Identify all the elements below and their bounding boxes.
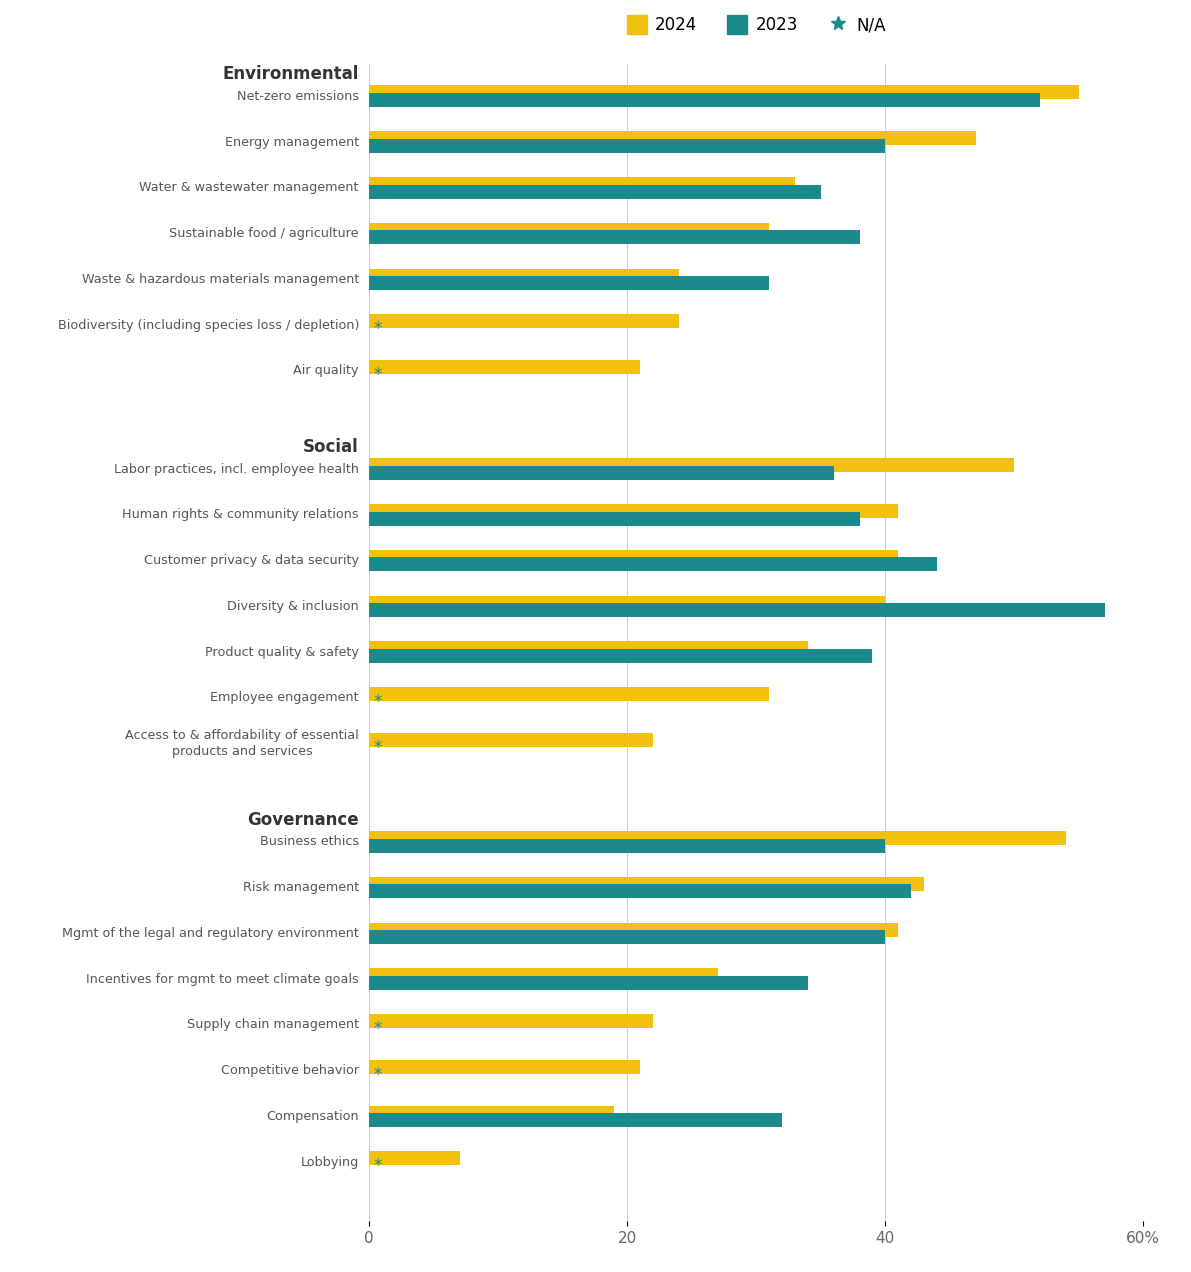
Bar (369, 876, 924, 890)
Text: Compensation: Compensation (267, 1110, 358, 1123)
Text: *: * (373, 1158, 381, 1175)
Text: Customer privacy & data security: Customer privacy & data security (144, 555, 358, 567)
Text: Competitive behavior: Competitive behavior (220, 1065, 358, 1077)
Text: Human rights & community relations: Human rights & community relations (123, 509, 358, 522)
Text: Diversity & inclusion: Diversity & inclusion (227, 600, 358, 613)
Bar (369, 314, 679, 328)
Bar (369, 831, 1066, 845)
Text: Water & wastewater management: Water & wastewater management (139, 182, 358, 195)
Text: *: * (373, 366, 381, 384)
Bar (369, 733, 653, 747)
Bar (369, 85, 1079, 99)
Text: Employee engagement: Employee engagement (211, 692, 358, 705)
Bar (369, 687, 769, 701)
Bar (369, 223, 769, 237)
Text: Social: Social (304, 439, 358, 457)
Text: Labor practices, incl. employee health: Labor practices, incl. employee health (114, 463, 358, 476)
Bar (369, 360, 640, 374)
Bar (369, 922, 898, 936)
Text: Air quality: Air quality (293, 365, 358, 378)
Bar (369, 93, 1040, 107)
Bar (369, 184, 821, 198)
Text: Incentives for mgmt to meet climate goals: Incentives for mgmt to meet climate goal… (86, 973, 358, 986)
Bar (369, 550, 898, 563)
Text: Lobbying: Lobbying (300, 1156, 358, 1169)
Text: Mgmt of the legal and regulatory environment: Mgmt of the legal and regulatory environ… (62, 927, 358, 940)
Bar (369, 1014, 653, 1028)
Bar (369, 649, 872, 663)
Text: *: * (373, 693, 381, 711)
Bar (369, 1060, 640, 1074)
Text: Biodiversity (including species loss / depletion): Biodiversity (including species loss / d… (57, 319, 358, 332)
Bar (369, 268, 679, 282)
Bar (369, 976, 807, 990)
Text: *: * (373, 739, 381, 757)
Bar (369, 466, 834, 480)
Bar (369, 838, 885, 852)
Bar (369, 930, 885, 944)
Text: Business ethics: Business ethics (260, 836, 358, 848)
Bar (369, 276, 769, 290)
Text: Sustainable food / agriculture: Sustainable food / agriculture (169, 228, 358, 240)
Bar (369, 230, 860, 244)
Bar (369, 1113, 782, 1127)
Text: Net-zero emissions: Net-zero emissions (237, 90, 358, 103)
Text: Risk management: Risk management (243, 881, 358, 894)
Bar (369, 1151, 460, 1165)
Bar (369, 511, 860, 525)
Bar (369, 504, 898, 518)
Bar (369, 458, 1015, 472)
Bar (369, 1105, 615, 1119)
Text: *: * (373, 1066, 381, 1084)
Text: *: * (373, 1020, 381, 1038)
Bar (369, 603, 1104, 617)
Legend: 2024, 2023, N/A: 2024, 2023, N/A (621, 9, 892, 41)
Text: Waste & hazardous materials management: Waste & hazardous materials management (81, 273, 358, 286)
Text: Governance: Governance (248, 812, 358, 829)
Text: Energy management: Energy management (225, 136, 358, 149)
Bar (369, 595, 885, 609)
Bar (369, 884, 911, 898)
Text: Environmental: Environmental (223, 65, 358, 84)
Bar (369, 177, 794, 191)
Text: Product quality & safety: Product quality & safety (205, 646, 358, 659)
Bar (369, 641, 807, 655)
Bar (369, 139, 885, 153)
Text: Supply chain management: Supply chain management (187, 1019, 358, 1032)
Bar (369, 557, 937, 571)
Text: *: * (373, 321, 381, 338)
Bar (369, 968, 717, 982)
Bar (369, 131, 975, 145)
Text: Access to & affordability of essential
products and services: Access to & affordability of essential p… (125, 729, 358, 758)
